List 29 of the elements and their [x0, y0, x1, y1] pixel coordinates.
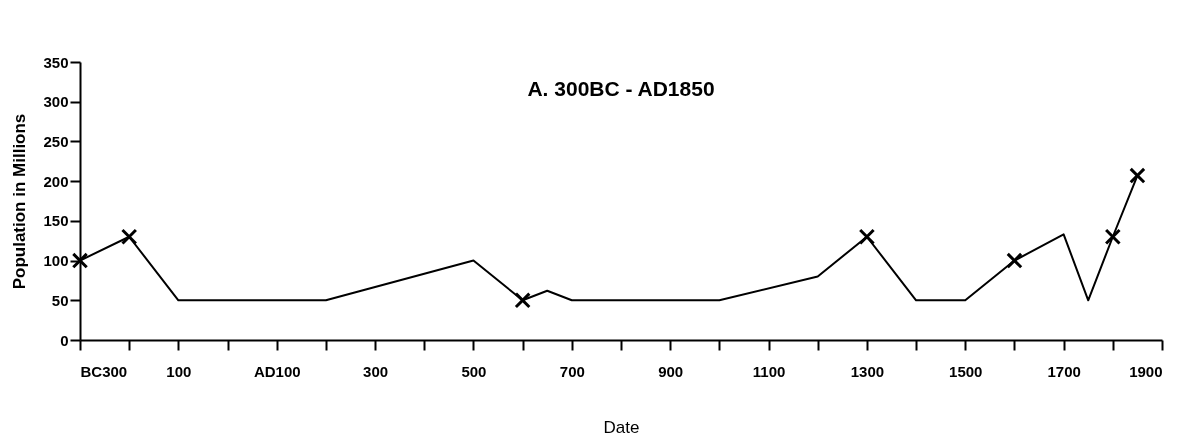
- x-tick-label: 1100: [752, 362, 786, 380]
- point: [1006, 252, 1023, 269]
- y-tick-label: 0: [60, 331, 69, 349]
- x-tick-label: AD100: [253, 362, 301, 380]
- y-tick-label: 250: [43, 132, 69, 150]
- y-tick-label: 300: [43, 93, 69, 111]
- point: [1104, 228, 1122, 245]
- x-tick-label: 900: [658, 362, 684, 380]
- point: [120, 228, 138, 245]
- point: [858, 228, 876, 245]
- y-axis-title: Population in Millions: [10, 113, 30, 290]
- x-tick-label: 1700: [1047, 362, 1081, 380]
- text: A. 300BC - AD1850: [527, 77, 715, 100]
- x-tick-label: 1500: [949, 362, 983, 380]
- x-tick-label: 300: [363, 362, 389, 380]
- x-tick-label: 100: [166, 362, 192, 380]
- y-tick-label: 350: [43, 53, 69, 71]
- x-tick-label: 1300: [850, 362, 885, 380]
- y-tick-label: 100: [43, 252, 69, 270]
- y-tick-label: 200: [43, 172, 69, 190]
- x-tick-label: 500: [461, 362, 487, 380]
- x-axis-title: Date: [603, 417, 640, 437]
- y-tick-label: 50: [51, 291, 69, 309]
- x-tick-label: 1900: [1129, 362, 1163, 380]
- point: [1129, 167, 1146, 184]
- x-tick-label: 700: [559, 362, 585, 380]
- x-tick-label: BC300: [80, 362, 128, 380]
- y-tick-label: 150: [43, 212, 69, 230]
- point: [514, 292, 531, 309]
